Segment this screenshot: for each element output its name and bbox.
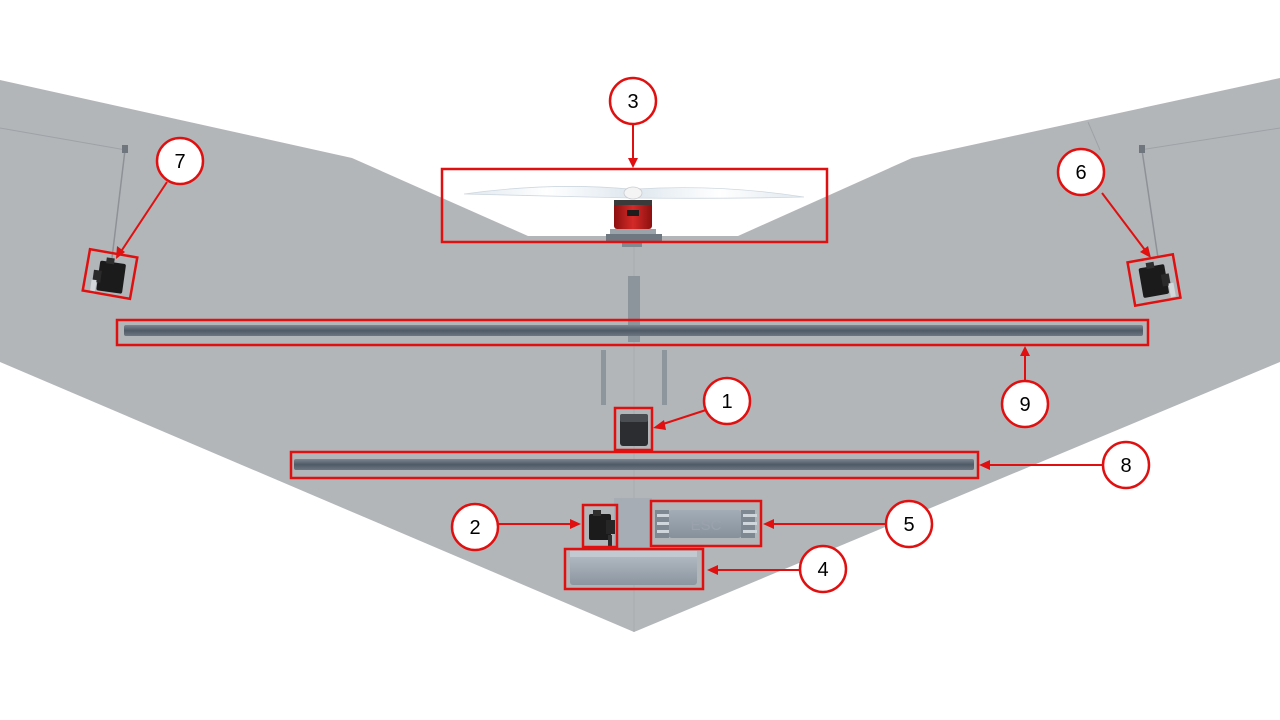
leader-arrows [116, 124, 1151, 575]
highlight-box-motor [440, 167, 829, 244]
highlight-boxes [81, 167, 1182, 591]
callout-7: 7 [155, 136, 205, 186]
callout-label: 3 [627, 91, 638, 113]
callout-label: 2 [469, 517, 480, 539]
callout-3: 3 [608, 76, 658, 126]
highlight-box-flight-controller [613, 406, 654, 452]
battery-icon [570, 551, 697, 585]
callout-4: 4 [798, 544, 848, 594]
highlight-box-front-spar [115, 318, 1150, 347]
flight-controller-icon [620, 414, 648, 446]
callout-label: 5 [903, 514, 914, 536]
highlight-box-battery [563, 547, 705, 591]
callout-label: 4 [817, 559, 828, 581]
esc-module-icon: ESC [655, 510, 757, 538]
highlight-box-receiver [581, 503, 619, 549]
receiver-servo-icon [589, 510, 615, 547]
highlight-box-left-servo [81, 247, 139, 301]
highlight-box-right-servo [1126, 252, 1182, 308]
left-servo-icon [89, 257, 126, 295]
control-linkages [111, 145, 1159, 259]
esc-label: ESC [691, 517, 722, 534]
callout-markers: 3 7 6 1 9 8 2 5 [155, 76, 1151, 594]
callout-2: 2 [450, 502, 500, 552]
highlight-box-esc [649, 499, 763, 548]
right-servo-icon [1138, 261, 1176, 298]
callout-8: 8 [1101, 440, 1151, 490]
callout-label: 7 [174, 151, 185, 173]
callout-label: 9 [1019, 394, 1030, 416]
highlight-box-rear-spar [289, 450, 980, 480]
callout-5: 5 [884, 499, 934, 549]
callout-6: 6 [1056, 147, 1106, 197]
rear-spar [294, 459, 974, 470]
motor-propeller-icon [463, 186, 805, 247]
callout-1: 1 [702, 376, 752, 426]
callout-label: 1 [721, 391, 732, 413]
callout-label: 8 [1120, 455, 1131, 477]
callout-label: 6 [1075, 162, 1086, 184]
front-spar [124, 325, 1143, 336]
callout-9: 9 [1000, 379, 1050, 429]
